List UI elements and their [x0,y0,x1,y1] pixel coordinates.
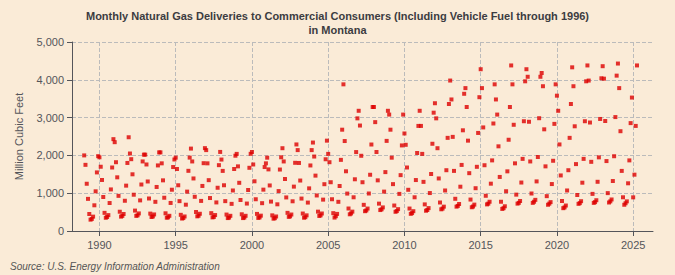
svg-text:5,000: 5,000 [36,36,64,48]
svg-text:in Montana: in Montana [308,24,367,36]
svg-text:0: 0 [58,225,64,237]
svg-text:4,000: 4,000 [36,74,64,86]
svg-text:2,000: 2,000 [36,149,64,161]
svg-text:3,000: 3,000 [36,112,64,124]
svg-text:2020: 2020 [545,239,569,251]
svg-text:2005: 2005 [316,239,340,251]
svg-text:1,000: 1,000 [36,187,64,199]
svg-text:2025: 2025 [621,239,645,251]
svg-text:1995: 1995 [163,239,187,251]
svg-text:1990: 1990 [87,239,111,251]
svg-text:Monthly Natural Gas Deliveries: Monthly Natural Gas Deliveries to Commer… [86,10,589,22]
svg-text:2010: 2010 [392,239,416,251]
svg-text:2000: 2000 [240,239,264,251]
svg-text:Source: U.S. Energy Informatio: Source: U.S. Energy Information Administ… [10,261,220,272]
svg-text:Million Cubic Feet: Million Cubic Feet [13,93,25,180]
svg-text:2015: 2015 [468,239,492,251]
